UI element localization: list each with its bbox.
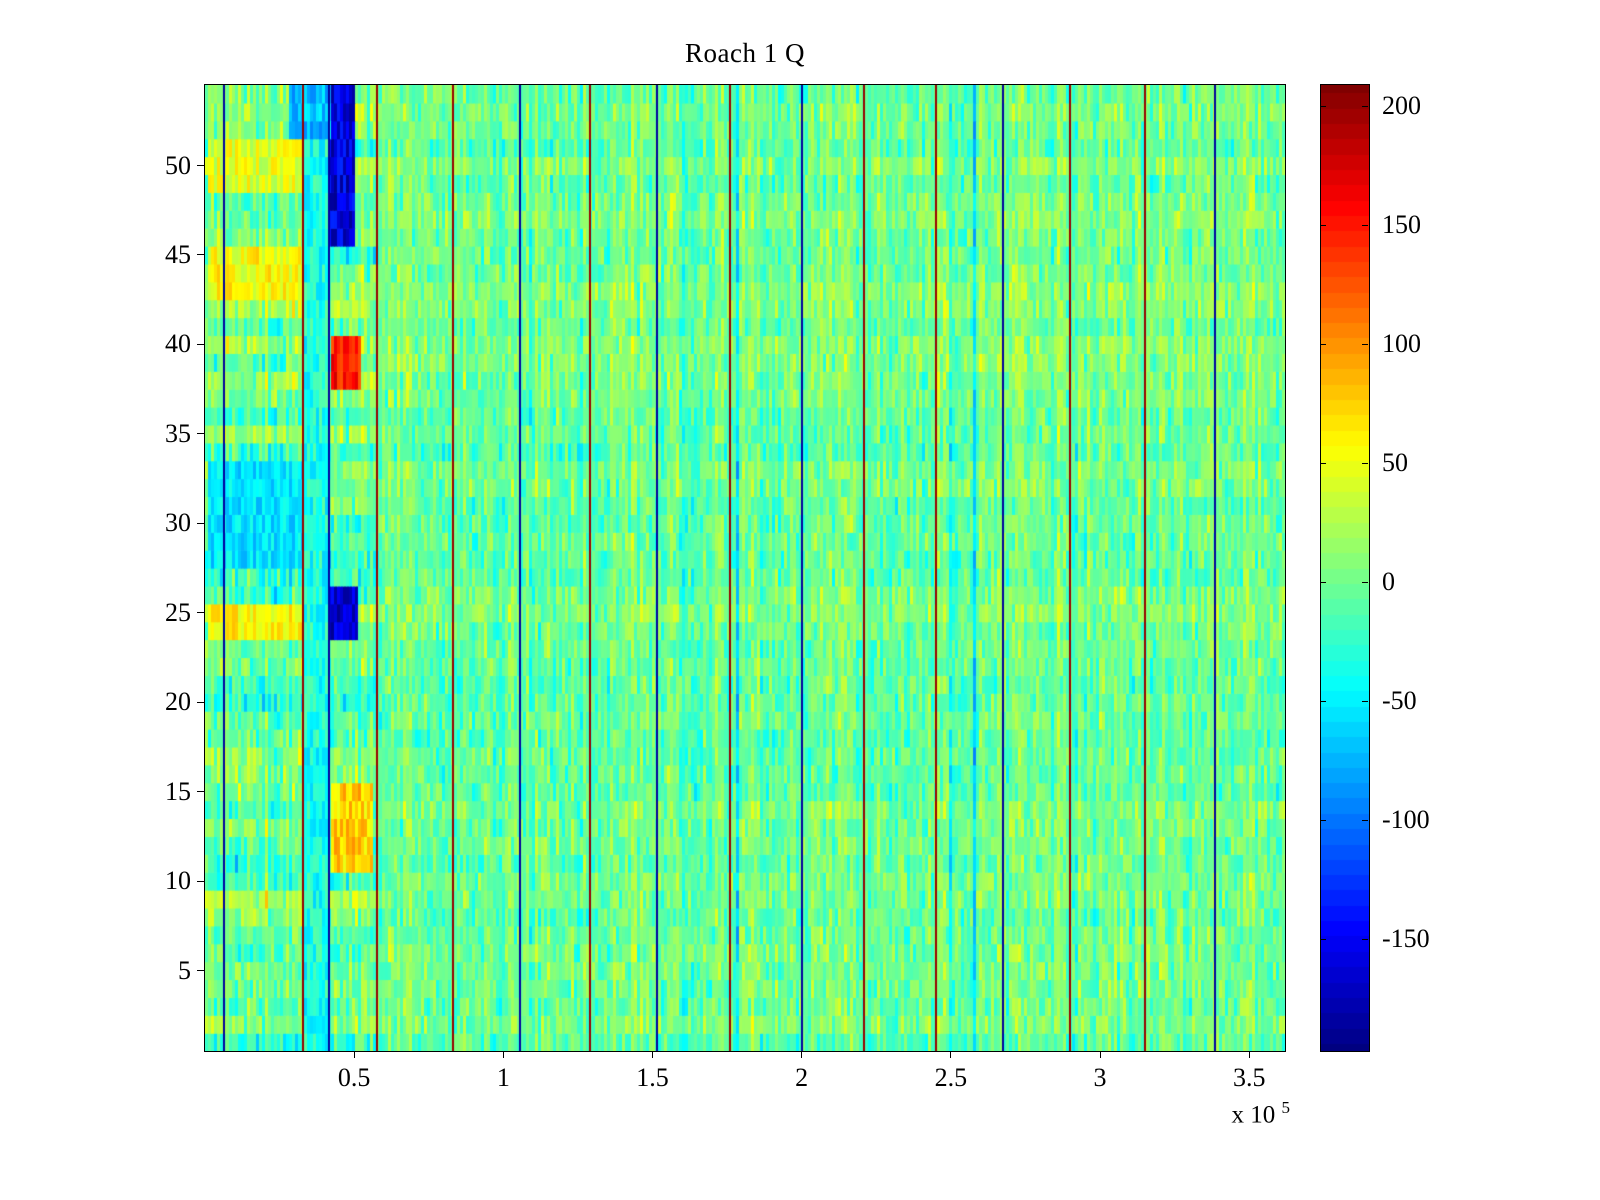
colorbar-tick-label: 50	[1382, 448, 1408, 478]
colorbar-tick-mark	[1362, 938, 1368, 940]
colorbar-tick-mark	[1320, 224, 1326, 226]
colorbar-tick-mark	[1362, 819, 1368, 821]
x-tick-label: 3	[1093, 1063, 1107, 1092]
x-tick-mark	[353, 1051, 355, 1058]
x-axis-exponent: x 10 5	[1231, 1098, 1291, 1129]
x-tick-label: 1	[496, 1063, 510, 1092]
y-tick-label: 20	[165, 687, 191, 717]
colorbar-tick-label: -100	[1382, 805, 1430, 835]
colorbar-frame	[1320, 84, 1370, 1052]
x-tick-mark	[1099, 1051, 1101, 1058]
y-tick-mark	[197, 522, 204, 524]
colorbar-tick-mark	[1320, 819, 1326, 821]
x-tick-label: 3.5	[1232, 1063, 1266, 1092]
x-tick-mark	[502, 1051, 504, 1058]
colorbar-tick-label: -150	[1382, 924, 1430, 954]
y-tick-mark	[197, 165, 204, 166]
colorbar-tick-mark	[1362, 105, 1368, 107]
colorbar-tick-mark	[1362, 700, 1368, 702]
y-tick-label: 15	[165, 776, 191, 806]
colorbar-tick-label: -50	[1382, 686, 1417, 716]
colorbar-tick-label: 0	[1382, 567, 1395, 597]
y-tick-mark	[197, 254, 204, 256]
x-tick-mark	[950, 1051, 952, 1058]
colorbar-tick-mark	[1320, 462, 1326, 464]
y-tick-mark	[197, 433, 204, 435]
x-tick-mark	[652, 1051, 653, 1058]
heatmap-canvas	[205, 85, 1285, 1051]
colorbar-tick-mark	[1362, 462, 1368, 464]
y-tick-mark	[197, 701, 204, 703]
colorbar-tick-mark	[1320, 581, 1326, 583]
x-tick-label: 2	[795, 1063, 809, 1092]
y-tick-mark	[197, 970, 204, 971]
y-tick-mark	[197, 612, 204, 614]
y-tick-label: 10	[165, 866, 191, 896]
colorbar-tick-label: 200	[1382, 91, 1421, 121]
y-tick-label: 25	[165, 597, 191, 627]
colorbar-tick-mark	[1320, 938, 1326, 940]
colorbar-canvas	[1321, 85, 1369, 1051]
x-axis-exponent-sup: 5	[1281, 1098, 1291, 1117]
y-tick-label: 40	[165, 329, 191, 359]
y-tick-mark	[197, 880, 204, 882]
x-tick-label: 0.5	[337, 1063, 371, 1092]
y-tick-mark	[197, 791, 204, 793]
colorbar-tick-mark	[1320, 700, 1326, 702]
y-tick-label: 50	[165, 150, 191, 180]
y-tick-label: 35	[165, 418, 191, 448]
chart-title: Roach 1 Q	[685, 38, 805, 68]
colorbar-tick-mark	[1362, 343, 1368, 345]
plot-frame	[204, 84, 1286, 1052]
colorbar-tick-mark	[1320, 105, 1326, 107]
x-tick-mark	[801, 1051, 803, 1058]
x-tick-label: 2.5	[934, 1063, 968, 1092]
x-tick-label: 1.5	[636, 1063, 669, 1092]
colorbar-tick-mark	[1362, 224, 1368, 226]
y-tick-label: 30	[165, 508, 191, 538]
colorbar-tick-label: 150	[1382, 210, 1421, 240]
y-tick-label: 5	[178, 955, 191, 985]
y-tick-label: 45	[165, 239, 191, 269]
colorbar-tick-mark	[1320, 343, 1326, 345]
colorbar-tick-mark	[1362, 581, 1368, 583]
y-tick-mark	[197, 343, 204, 345]
colorbar-tick-label: 100	[1382, 329, 1421, 359]
x-tick-mark	[1248, 1051, 1250, 1058]
